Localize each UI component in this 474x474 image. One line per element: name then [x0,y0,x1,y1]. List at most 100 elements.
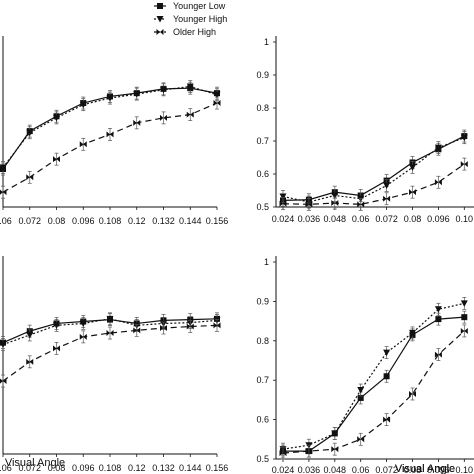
data-point [186,111,194,118]
x-tick-label: 0.024 [272,214,295,224]
x-tick-label: 0.096 [427,214,450,224]
data-point [409,164,416,171]
data-point [435,316,442,323]
series-line [282,135,465,201]
x-tick-label: 0.08 [404,465,422,474]
legend: Younger Low Younger High Older High [154,1,227,37]
series-younger-high [279,131,468,209]
x-tick-label: 0.06 [352,465,370,474]
x-tick-label: 0.108 [99,463,122,473]
data-point [383,373,390,380]
data-point [461,314,468,321]
data-point [213,322,221,329]
x-tick-label: 0.132 [152,463,175,473]
data-point [53,322,60,329]
data-point [53,156,60,163]
data-point [79,320,87,327]
y-tick-label: 0.6 [256,169,269,179]
data-point [383,349,391,357]
x-tick-label: 0.096 [72,463,95,473]
series-older-high [0,96,221,199]
x-tick-label: 0.156 [206,216,229,226]
legend-marker [156,16,164,23]
y-tick-label: 0.5 [256,454,269,464]
y-tick-label: 1 [264,257,269,267]
data-point [409,329,416,337]
data-point [26,174,34,181]
data-point [409,390,416,397]
x-tick-label: 0.048 [324,465,347,474]
data-point [0,164,7,171]
x-tick-label: 0.08 [404,214,422,224]
series-line [2,85,218,168]
x-tick-label: 0.072 [18,216,41,226]
x-tick-label: 0.08 [48,463,66,473]
data-point [186,323,194,330]
x-axis-title: Visual Angle [395,463,455,474]
data-point [357,387,365,394]
chart-panel-bottom-left: 0.06 0.072 0.08 0.096 0.108 0.12 0.132 0.144 0.1… [0,256,228,473]
data-point [383,182,391,190]
x-tick-label: 0.10 [456,465,474,474]
x-tick-label: 0.072 [375,214,398,224]
x-tick-label: 0.024 [272,465,295,474]
data-point [26,331,34,339]
x-tick-label: 0.072 [375,465,398,474]
series-older-high [279,324,468,460]
data-point [213,100,221,107]
data-point [106,330,114,337]
series-line [282,302,465,450]
x-tick-label: 0.144 [179,463,202,473]
data-point [357,201,365,208]
y-tick-label: 0.6 [256,415,269,425]
data-point [305,201,313,208]
y-tick-label: 1 [264,37,269,47]
x-tick-label: 0.036 [298,214,321,224]
legend-label: Younger High [173,14,227,24]
x-tick-label: 0.08 [48,216,66,226]
x-tick-label: 0.06 [0,463,12,473]
data-point [460,134,468,142]
y-tick-label: 0.9 [256,296,269,306]
y-tick-label: 0.9 [256,70,269,80]
data-point [434,306,442,313]
series-line [2,102,218,193]
x-tick-label: 0.072 [18,463,41,473]
data-point [331,200,339,207]
data-point [26,358,34,365]
data-point [331,446,339,453]
y-tick-label: 0.7 [256,375,269,385]
data-point [460,327,468,334]
data-point [279,193,287,200]
series-older-high [279,157,468,211]
chart-panel-bottom-right: 0.024 0.036 0.048 0.06 0.072 0.08 0.096 0.10 0.5… [256,256,474,474]
data-point [79,141,87,148]
data-point [160,114,167,121]
data-point [460,300,468,307]
series-younger-high [0,80,221,174]
data-point [133,119,141,126]
x-tick-label: 0.144 [179,216,202,226]
data-point [186,83,194,91]
data-point [279,200,287,207]
x-tick-label: 0.108 [99,216,122,226]
series-line [282,163,465,205]
y-tick-label: 0.8 [256,103,269,113]
legend-marker [157,3,163,9]
y-tick-label: 0.5 [256,202,269,212]
legend-marker [156,29,164,35]
data-point [26,129,34,137]
data-point [0,378,7,385]
data-point [434,351,442,358]
data-point [160,325,167,332]
data-point [383,416,391,423]
data-point [434,179,442,186]
legend-label: Older High [173,27,216,37]
x-tick-label: 0.036 [298,465,321,474]
series-line [283,316,465,452]
series-line [2,324,218,382]
data-point [79,101,87,109]
x-tick-label: 0.12 [128,216,146,226]
data-point [160,86,167,94]
